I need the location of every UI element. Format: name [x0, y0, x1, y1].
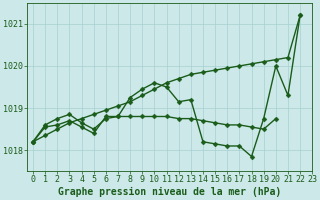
- X-axis label: Graphe pression niveau de la mer (hPa): Graphe pression niveau de la mer (hPa): [58, 187, 281, 197]
